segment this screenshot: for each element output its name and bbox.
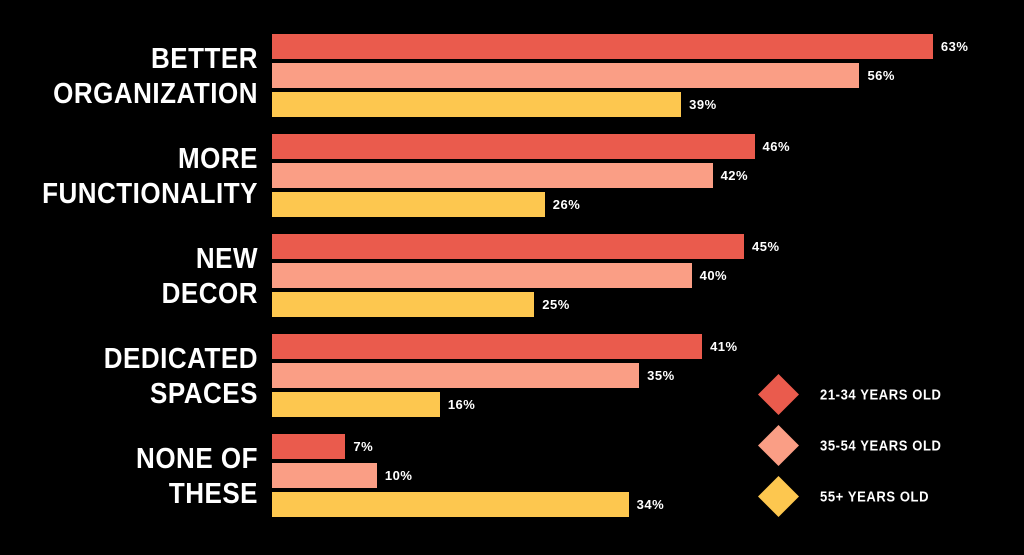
legend-label: 21-34 YEARS OLD: [820, 385, 942, 403]
bar-row: 46%: [272, 134, 1024, 159]
bar-series-2: [272, 392, 440, 417]
bar-group: BETTER ORGANIZATION 63% 56% 39%: [0, 34, 1024, 117]
bar-value-label: 56%: [867, 68, 895, 83]
bar-row: 34%: [272, 492, 1024, 517]
category-label: MORE FUNCTIONALITY: [42, 141, 258, 210]
bar-value-label: 26%: [552, 197, 581, 212]
bar-series-1: [272, 63, 860, 88]
bar-row: 10%: [272, 463, 1024, 488]
bar-row: 45%: [272, 234, 1024, 259]
bar-series-2: [272, 292, 535, 317]
legend-label: 55+ YEARS OLD: [820, 487, 930, 505]
category-label: DEDICATED SPACES: [103, 341, 258, 410]
bar-value-label: 39%: [689, 97, 717, 112]
legend-label: 35-54 YEARS OLD: [820, 436, 942, 454]
bar-row: 26%: [272, 192, 1024, 217]
bar-series-1: [272, 263, 692, 288]
bar-rows: 46% 42% 26%: [272, 134, 1024, 221]
bar-row: 39%: [272, 92, 1024, 117]
bar-rows: 41% 35% 16%: [272, 334, 1024, 421]
bar-value-label: 46%: [762, 139, 791, 154]
bar-series-0: [272, 34, 933, 59]
legend: 21-34 YEARS OLD 35-54 YEARS OLD 55+ YEARS …: [756, 372, 1016, 525]
bar-value-label: 25%: [542, 297, 570, 312]
bar-value-label: 41%: [710, 339, 738, 354]
bar-row: 42%: [272, 163, 1024, 188]
bar-value-label: 45%: [752, 239, 780, 254]
legend-diamond-icon: [756, 474, 800, 518]
bar-series-0: [272, 134, 755, 159]
bar-group: MORE FUNCTIONALITY 46% 42% 26%: [0, 134, 1024, 217]
bar-row: 16%: [272, 392, 1024, 417]
bar-row: 35%: [272, 363, 1024, 388]
bar-value-label: 34%: [636, 497, 665, 512]
legend-diamond-icon: [756, 372, 800, 416]
bar-row: 25%: [272, 292, 1024, 317]
bar-group: NEW DECOR 45% 40% 25%: [0, 234, 1024, 317]
bar-value-label: 63%: [940, 39, 969, 54]
bar-row: 56%: [272, 63, 1024, 88]
bar-series-0: [272, 334, 703, 359]
bar-series-1: [272, 463, 377, 488]
bar-rows: 45% 40% 25%: [272, 234, 1024, 321]
bar-group: NONE OF THESE 7% 10% 34%: [0, 434, 1024, 517]
bar-row: 7%: [272, 434, 1024, 459]
legend-item: 55+ YEARS OLD: [756, 474, 1016, 518]
bar-series-2: [272, 492, 629, 517]
bar-row: 63%: [272, 34, 1024, 59]
bar-value-label: 40%: [699, 268, 728, 283]
bar-series-2: [272, 192, 545, 217]
bar-row: 40%: [272, 263, 1024, 288]
bar-series-0: [272, 234, 745, 259]
bar-series-0: [272, 434, 346, 459]
bar-rows: 7% 10% 34%: [272, 434, 1024, 521]
category-label: NONE OF THESE: [136, 441, 258, 510]
bar-value-label: 16%: [447, 397, 476, 412]
bar-value-label: 42%: [720, 168, 749, 183]
bar-row: 41%: [272, 334, 1024, 359]
bar-rows: 63% 56% 39%: [272, 34, 1024, 121]
bar-series-2: [272, 92, 682, 117]
bar-series-1: [272, 163, 713, 188]
legend-item: 35-54 YEARS OLD: [756, 423, 1016, 467]
legend-diamond-icon: [756, 423, 800, 467]
category-label: BETTER ORGANIZATION: [53, 41, 258, 110]
bar-value-label: 10%: [384, 468, 413, 483]
category-label: NEW DECOR: [161, 241, 258, 310]
bar-series-1: [272, 363, 640, 388]
legend-item: 21-34 YEARS OLD: [756, 372, 1016, 416]
bar-value-label: 35%: [647, 368, 675, 383]
bar-value-label: 7%: [353, 439, 374, 454]
bar-group: DEDICATED SPACES 41% 35% 16%: [0, 334, 1024, 417]
